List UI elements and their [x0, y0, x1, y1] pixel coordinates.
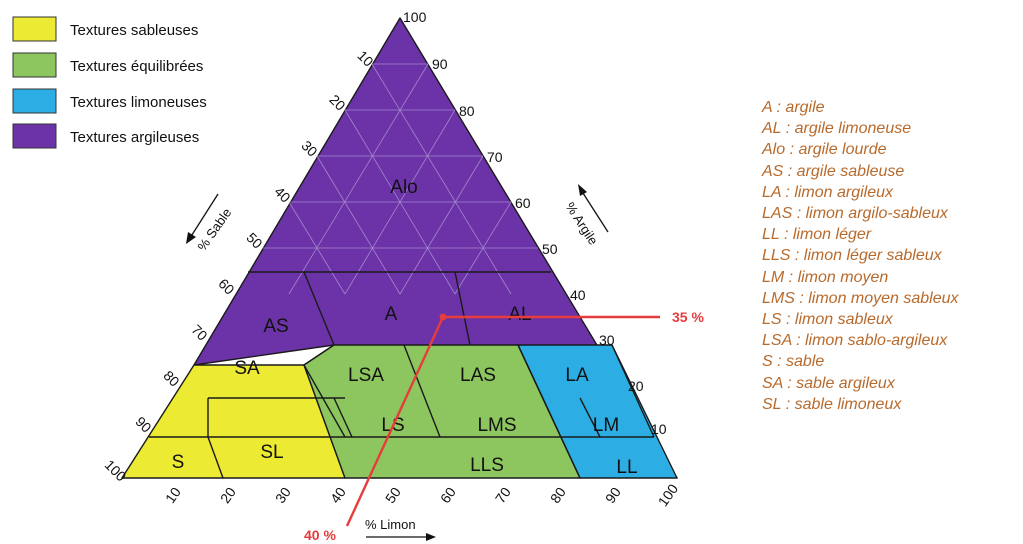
sable-axis-title: % Sable	[194, 205, 234, 253]
limon-tick: 20	[217, 484, 239, 506]
zone-label-a: A	[385, 304, 398, 325]
argile-arrowhead-icon	[578, 184, 587, 196]
limon-arrowhead-icon	[426, 533, 436, 541]
sable-tick: 80	[160, 367, 182, 389]
legend-swatch-limoneuses	[12, 88, 57, 114]
abbreviation-item: LS : limon sableux	[762, 311, 893, 329]
zone-label-alo: Alo	[390, 177, 417, 198]
triangle-gridlines	[262, 63, 538, 295]
zone-labels: Alo A AL AS LSA LAS LA SA LS LMS LM S SL…	[172, 177, 638, 478]
legend-label-equilibrees: Textures équilibrées	[70, 58, 203, 75]
legend-label-sableuses: Textures sableuses	[70, 22, 198, 39]
sable-arrowhead-icon	[186, 232, 196, 244]
abbreviation-item: Alo : argile lourde	[762, 141, 887, 159]
limon-axis-title: % Limon	[365, 517, 416, 532]
legend-label-argileuses: Textures argileuses	[70, 129, 199, 146]
limon-tick: 70	[492, 484, 514, 506]
argile-tick: 90	[432, 56, 448, 72]
abbreviation-legend: A : argile AL : argile limoneuse Alo : a…	[762, 97, 959, 415]
legend-label-limoneuses: Textures limoneuses	[70, 94, 207, 111]
example-point	[439, 313, 447, 321]
limon-tick: 80	[547, 484, 569, 506]
zone-label-lls: LLS	[470, 455, 504, 476]
abbreviation-item: LLS : limon léger sableux	[762, 247, 942, 265]
limon-tick: 100	[655, 481, 682, 509]
sable-arrow-icon	[189, 193, 219, 239]
example-limon-value: 40 %	[304, 527, 336, 543]
abbreviation-item: SL : sable limoneux	[762, 395, 902, 413]
example-limon-line	[345, 316, 445, 527]
argile-tick: 50	[542, 241, 558, 257]
argile-tick: 10	[651, 421, 667, 437]
argile-tick: 20	[628, 378, 644, 394]
zone-label-as: AS	[263, 316, 288, 337]
limon-axis-ticks: 10 20 30 40 50 60 70 80 90 100	[162, 481, 681, 509]
zone-label-sa: SA	[234, 358, 260, 379]
zone-label-sl: SL	[260, 442, 283, 463]
sable-tick: 60	[215, 275, 237, 297]
argile-tick: 30	[599, 332, 615, 348]
abbreviation-item: LL : limon léger	[762, 226, 872, 244]
abbreviation-item: LMS : limon moyen sableux	[762, 289, 959, 307]
zone-label-las: LAS	[460, 365, 496, 386]
zone-label-la: LA	[565, 365, 589, 386]
argile-tick: 100	[403, 9, 427, 25]
sable-tick: 70	[188, 321, 210, 343]
abbreviation-item: SA : sable argileux	[762, 374, 895, 392]
zone-label-lsa: LSA	[348, 365, 384, 386]
legend-swatch-sableuses	[12, 16, 57, 42]
limon-tick: 10	[162, 484, 184, 506]
abbreviation-item: S : sable	[762, 353, 825, 371]
abbreviation-item: LA : limon argileux	[762, 183, 894, 201]
class-boundaries	[149, 271, 655, 479]
zone-label-lm: LM	[593, 415, 619, 436]
soil-texture-triangle: Textures sableuses Textures équilibrées …	[12, 9, 704, 543]
abbreviation-item: LM : limon moyen	[762, 268, 889, 286]
limon-tick: 30	[272, 484, 294, 506]
example-argile-value: 35 %	[672, 309, 704, 325]
argile-tick: 40	[570, 287, 586, 303]
limon-tick: 50	[382, 484, 404, 506]
legend-swatch-argileuses	[12, 123, 57, 149]
texture-legend: Textures sableuses Textures équilibrées …	[12, 16, 207, 149]
argile-arrow-icon	[580, 189, 609, 233]
argile-axis-ticks: 10 20 30 40 50 60 70 80 90 100	[403, 9, 667, 437]
abbreviation-item: AL : argile limoneuse	[762, 120, 912, 138]
argile-tick: 80	[459, 103, 475, 119]
limon-tick: 40	[327, 484, 349, 506]
argile-tick: 70	[487, 149, 503, 165]
zone-label-ll: LL	[616, 457, 637, 478]
argile-tick: 60	[515, 195, 531, 211]
abbreviation-item: LSA : limon sablo-argileux	[762, 332, 948, 350]
legend-swatch-equilibrees	[12, 52, 57, 78]
argile-axis-title: % Argile	[562, 199, 601, 247]
zone-label-lms: LMS	[477, 415, 516, 436]
abbreviation-item: A : argile	[762, 99, 825, 116]
limon-tick: 90	[602, 484, 624, 506]
sable-tick: 100	[102, 457, 130, 485]
limon-tick: 60	[437, 484, 459, 506]
zone-label-al: AL	[508, 304, 531, 325]
example-reading: 35 % 40 %	[304, 309, 704, 543]
abbreviation-item: AS : argile sableuse	[762, 162, 905, 180]
abbreviation-item: LAS : limon argilo-sableux	[762, 205, 948, 223]
zone-label-s: S	[172, 452, 185, 473]
